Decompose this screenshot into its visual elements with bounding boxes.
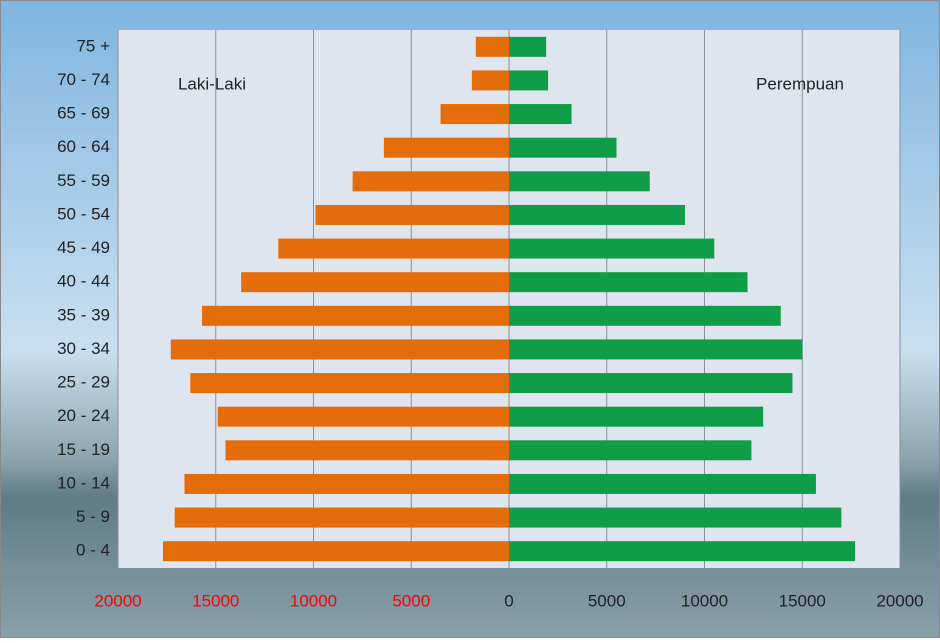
y-tick-label: 0 - 4 (76, 541, 110, 560)
y-tick-label: 50 - 54 (57, 204, 110, 223)
bar (190, 373, 509, 394)
x-tick-label: 10000 (681, 591, 728, 610)
y-tick-label: 20 - 24 (57, 406, 110, 425)
bar (278, 238, 509, 259)
x-tick-label: 15000 (192, 591, 239, 610)
y-tick-label: 30 - 34 (57, 339, 110, 358)
x-tick-label: 0 (504, 591, 513, 610)
x-tick-label: 5000 (588, 591, 626, 610)
bar (509, 541, 856, 562)
bar (352, 171, 509, 192)
y-tick-label: 40 - 44 (57, 272, 110, 291)
bar (509, 339, 803, 360)
y-tick-label: 15 - 19 (57, 440, 110, 459)
y-tick-label: 75 + (76, 36, 110, 55)
y-tick-label: 35 - 39 (57, 305, 110, 324)
bar (509, 36, 547, 57)
x-tick-label: 20000 (94, 591, 141, 610)
y-tick-label: 25 - 29 (57, 373, 110, 392)
y-tick-label: 55 - 59 (57, 171, 110, 190)
series-label: Perempuan (756, 74, 844, 93)
series-label: Laki-Laki (178, 74, 246, 93)
x-tick-label: 15000 (779, 591, 826, 610)
y-tick-label: 70 - 74 (57, 70, 110, 89)
bar (509, 238, 715, 259)
y-tick-label: 10 - 14 (57, 473, 110, 492)
bar (509, 440, 752, 461)
bar (509, 406, 764, 427)
bar (241, 272, 510, 293)
bar (475, 36, 509, 57)
bar (184, 473, 509, 494)
bar (509, 373, 793, 394)
y-tick-label: 65 - 69 (57, 104, 110, 123)
x-tick-label: 5000 (392, 591, 430, 610)
bar (509, 507, 842, 528)
bar (440, 104, 509, 125)
x-tick-label: 10000 (290, 591, 337, 610)
bar (471, 70, 509, 91)
bar (162, 541, 509, 562)
bar (225, 440, 509, 461)
bar (509, 305, 781, 326)
y-tick-label: 45 - 49 (57, 238, 110, 257)
bar (509, 137, 617, 158)
bar (509, 104, 572, 125)
y-tick-label: 5 - 9 (76, 507, 110, 526)
bar (174, 507, 509, 528)
bar (509, 272, 748, 293)
bar (315, 204, 509, 225)
y-tick-label: 60 - 64 (57, 137, 110, 156)
bar (509, 204, 685, 225)
bar (509, 473, 816, 494)
bar (202, 305, 509, 326)
bar (509, 70, 549, 91)
bar (383, 137, 509, 158)
bar (509, 171, 650, 192)
x-tick-label: 20000 (876, 591, 923, 610)
bar (170, 339, 509, 360)
bar (217, 406, 509, 427)
